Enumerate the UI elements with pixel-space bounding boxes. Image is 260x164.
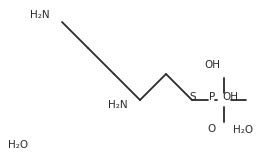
Text: OH: OH	[204, 60, 220, 70]
Text: O: O	[208, 124, 216, 134]
Text: S: S	[190, 92, 196, 102]
Text: P: P	[209, 92, 215, 102]
Text: H₂N: H₂N	[30, 10, 50, 20]
Text: H₂N: H₂N	[108, 100, 128, 110]
Text: OH: OH	[222, 92, 238, 102]
Text: H₂O: H₂O	[8, 140, 28, 150]
Text: H₂O: H₂O	[233, 125, 253, 135]
